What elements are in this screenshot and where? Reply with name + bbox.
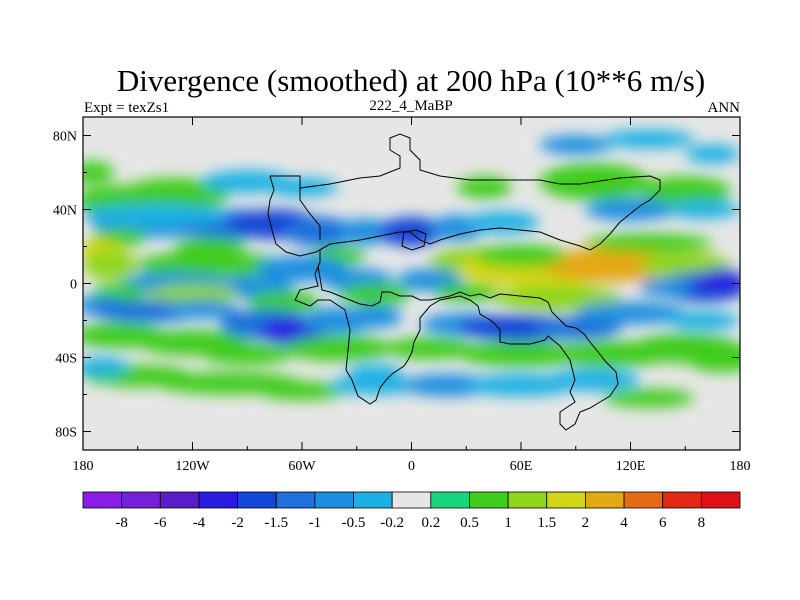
colorbar-label-7: -0.2 <box>380 515 404 531</box>
colorbar: -8 -6 -4 -2 -1.5 -1 -0.5 -0.2 0.2 0.5 1 1.5 2 4 6 8 <box>82 491 741 531</box>
subtitle-center: 222_4_MaBP <box>369 98 452 114</box>
colorbar-label-4: -1.5 <box>264 515 288 531</box>
field-blob-2 <box>83 161 115 184</box>
field-blob-39 <box>396 268 463 291</box>
field-blob-64 <box>283 335 394 362</box>
field-blob-11 <box>667 200 740 219</box>
colorbar-swatch-4 <box>237 491 277 509</box>
colorbar-label-13: 4 <box>620 515 628 531</box>
x-tick-label-1: 120W <box>175 459 210 474</box>
field-blob-44 <box>146 283 239 306</box>
field-blob-41 <box>699 268 740 291</box>
field-blob-59 <box>575 302 686 325</box>
field-blob-63 <box>201 342 293 365</box>
colorbar-swatch-16 <box>700 491 741 509</box>
field-blob-66 <box>457 340 585 367</box>
field-blob-51 <box>165 300 239 319</box>
colorbar-swatch-2 <box>159 491 200 509</box>
subtitle-right: ANN <box>708 100 741 116</box>
colorbar-swatch-8 <box>391 491 432 509</box>
field-blob-74 <box>402 374 494 397</box>
field-blob-33 <box>475 244 567 267</box>
colorbar-label-11: 1.5 <box>537 515 556 531</box>
colorbar-swatch-7 <box>353 491 393 509</box>
colorbar-label-14: 6 <box>659 515 667 531</box>
field-blob-7 <box>539 135 613 154</box>
colorbar-label-9: 0.5 <box>460 515 479 531</box>
field-blob-18 <box>378 216 445 247</box>
field-blob-60 <box>667 311 740 330</box>
field-blob-72 <box>256 381 348 401</box>
field-blob-34 <box>584 233 713 253</box>
colorbar-swatch-9 <box>430 491 470 509</box>
colorbar-label-15: 8 <box>698 515 706 531</box>
field-blob-1 <box>119 178 229 212</box>
field-blob-9 <box>685 144 740 164</box>
x-tick-label-5: 120E <box>616 459 646 474</box>
colorbar-swatch-14 <box>623 491 664 509</box>
colorbar-swatch-1 <box>121 491 161 509</box>
field-blob-47 <box>433 283 500 302</box>
colorbar-label-5: -1 <box>309 515 322 531</box>
colorbar-swatch-13 <box>585 491 625 509</box>
colorbar-swatch-15 <box>662 491 702 509</box>
colorbar-label-1: -6 <box>154 515 167 531</box>
field-blob-65 <box>384 337 476 360</box>
x-tick-label-0: 180 <box>73 459 94 474</box>
continent-outlines <box>267 133 661 431</box>
field-blob-77 <box>603 388 695 408</box>
field-blob-10 <box>584 198 677 221</box>
colorbar-label-6: -0.5 <box>342 515 366 531</box>
field-blob-48 <box>493 285 622 312</box>
colorbar-label-3: -2 <box>231 515 244 531</box>
field-blob-17 <box>338 218 394 245</box>
colorbar-label-10: 1 <box>504 515 512 531</box>
x-tick-label-3: 0 <box>408 459 415 474</box>
colorbar-label-0: -8 <box>115 515 128 531</box>
field-blob-79 <box>347 364 403 380</box>
field-blob-76 <box>548 368 640 391</box>
field-blob-69 <box>685 342 740 373</box>
field-blob-20 <box>83 203 229 227</box>
colorbar-swatch-12 <box>546 491 586 509</box>
y-tick-label-0: 80N <box>53 130 77 145</box>
colorbar-swatch-10 <box>469 491 509 509</box>
field-blob-31 <box>539 248 686 282</box>
field-blob-21 <box>466 211 540 234</box>
y-tick-label-4: 80S <box>55 426 77 441</box>
colorbar-swatch-0 <box>82 491 123 509</box>
x-tick-label-6: 180 <box>730 459 751 474</box>
field-blob-23 <box>174 237 248 256</box>
field-blob-46 <box>338 283 412 306</box>
colorbar-label-8: 0.2 <box>421 515 440 531</box>
y-tick-label-2: 0 <box>70 278 77 293</box>
plot-area <box>83 117 740 450</box>
field-blob-55 <box>347 305 403 328</box>
field-blob-78 <box>83 357 129 376</box>
x-tick-label-2: 60W <box>288 459 316 474</box>
colorbar-swatch-5 <box>275 491 316 509</box>
colorbar-swatch-3 <box>198 491 238 509</box>
colorbar-swatch-11 <box>507 491 548 509</box>
field-blob-45 <box>247 290 321 314</box>
x-tick-label-4: 60E <box>510 459 533 474</box>
y-tick-label-3: 40S <box>55 352 77 367</box>
y-tick-label-1: 40N <box>53 204 77 219</box>
chart-title: Divergence (smoothed) at 200 hPa (10**6 … <box>117 63 705 98</box>
axes: 180 120W 60W 0 60E 120E 180 80N 40N 0 40S 80S <box>53 117 751 474</box>
colorbar-label-2: -4 <box>193 515 206 531</box>
field-blob-8 <box>603 129 695 149</box>
subtitle-left: Expt = texZs1 <box>84 100 169 116</box>
colorbar-label-12: 2 <box>582 515 590 531</box>
field-blob-42 <box>639 277 695 297</box>
field-blob-12 <box>457 176 512 199</box>
field-blob-26 <box>83 250 138 280</box>
divergence-field <box>83 129 740 408</box>
colorbar-swatch-6 <box>314 491 354 509</box>
field-blob-6 <box>639 176 731 206</box>
